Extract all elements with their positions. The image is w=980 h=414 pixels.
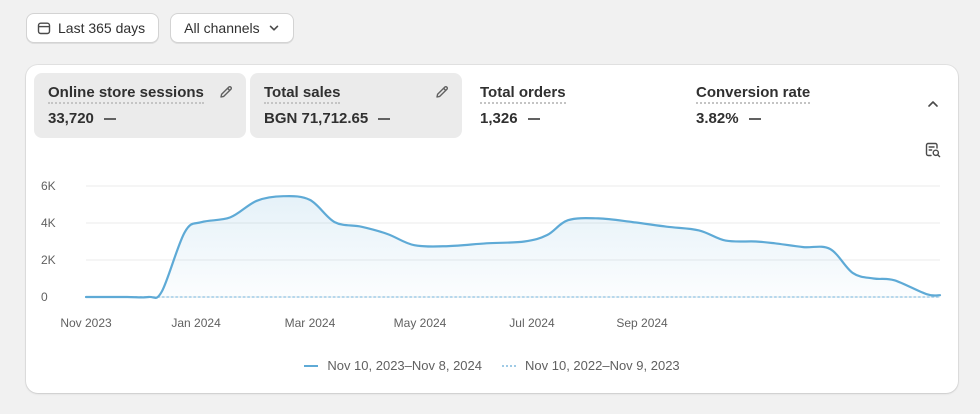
pencil-icon[interactable]: [218, 84, 234, 100]
metric-value: 1,326: [480, 110, 518, 127]
metric-value: 3.82%: [696, 110, 739, 127]
x-tick-label: Jul 2024: [509, 316, 555, 330]
metric-conversion-rate[interactable]: Conversion rate 3.82%: [682, 73, 894, 138]
series-current-line: [84, 194, 942, 299]
x-tick-label: Mar 2024: [285, 316, 336, 330]
x-tick-label: Nov 2023: [60, 316, 112, 330]
legend-swatch-dotted: [502, 364, 516, 367]
series-current-area: [86, 196, 940, 298]
y-tick-label: 0: [41, 290, 48, 304]
metric-total-orders[interactable]: Total orders 1,326: [466, 73, 678, 138]
channels-dropdown[interactable]: All channels: [170, 13, 294, 43]
metric-change-dash: [103, 117, 116, 120]
channels-label: All channels: [184, 20, 260, 36]
metric-change-dash: [527, 117, 540, 120]
metric-title: Total sales: [264, 84, 341, 104]
metric-tiles: Online store sessions 33,720 Total sales…: [34, 73, 894, 138]
date-range-label: Last 365 days: [58, 20, 146, 36]
metric-title: Conversion rate: [696, 84, 811, 104]
metric-title: Online store sessions: [48, 84, 204, 104]
y-tick-label: 2K: [41, 253, 56, 267]
legend-swatch-solid: [304, 364, 319, 367]
metric-title: Total orders: [480, 84, 566, 104]
filter-bar: Last 365 days All channels: [26, 13, 294, 43]
metric-total-sales[interactable]: Total sales BGN 71,712.65: [250, 73, 462, 138]
calendar-icon: [37, 21, 51, 35]
y-tick-label: 4K: [41, 216, 56, 230]
metric-change-dash: [378, 117, 391, 120]
legend-label: Nov 10, 2023–Nov 8, 2024: [327, 358, 482, 373]
metric-value: BGN 71,712.65: [264, 110, 369, 127]
chevron-up-icon[interactable]: [926, 97, 940, 111]
legend-label: Nov 10, 2022–Nov 9, 2023: [525, 358, 680, 373]
legend-item-previous[interactable]: Nov 10, 2022–Nov 9, 2023: [502, 358, 680, 373]
pencil-icon[interactable]: [434, 84, 450, 100]
metric-value-row: BGN 71,712.65: [264, 110, 448, 127]
metric-value-row: 1,326: [480, 110, 664, 127]
analytics-card: 6K 4K 2K 0 Nov 2023 Jan 2024 Mar 2024 May 2024 J…: [26, 65, 958, 393]
x-tick-label: Sep 2024: [616, 316, 668, 330]
report-search-icon[interactable]: [924, 141, 942, 159]
chevron-down-icon: [268, 22, 280, 34]
metric-change-dash: [748, 117, 761, 120]
x-tick-label: Jan 2024: [171, 316, 221, 330]
x-tick-label: May 2024: [394, 316, 447, 330]
y-tick-label: 6K: [41, 179, 56, 193]
metric-value-row: 3.82%: [696, 110, 880, 127]
legend-item-current[interactable]: Nov 10, 2023–Nov 8, 2024: [304, 358, 482, 373]
date-range-button[interactable]: Last 365 days: [26, 13, 160, 43]
metric-value-row: 33,720: [48, 110, 232, 127]
sessions-chart: 6K 4K 2K 0 Nov 2023 Jan 2024 Mar 2024 May 2024 J…: [41, 179, 942, 330]
chart-legend: Nov 10, 2023–Nov 8, 2024 Nov 10, 2022–No…: [26, 358, 958, 373]
metric-online-store-sessions[interactable]: Online store sessions 33,720: [34, 73, 246, 138]
metric-value: 33,720: [48, 110, 94, 127]
